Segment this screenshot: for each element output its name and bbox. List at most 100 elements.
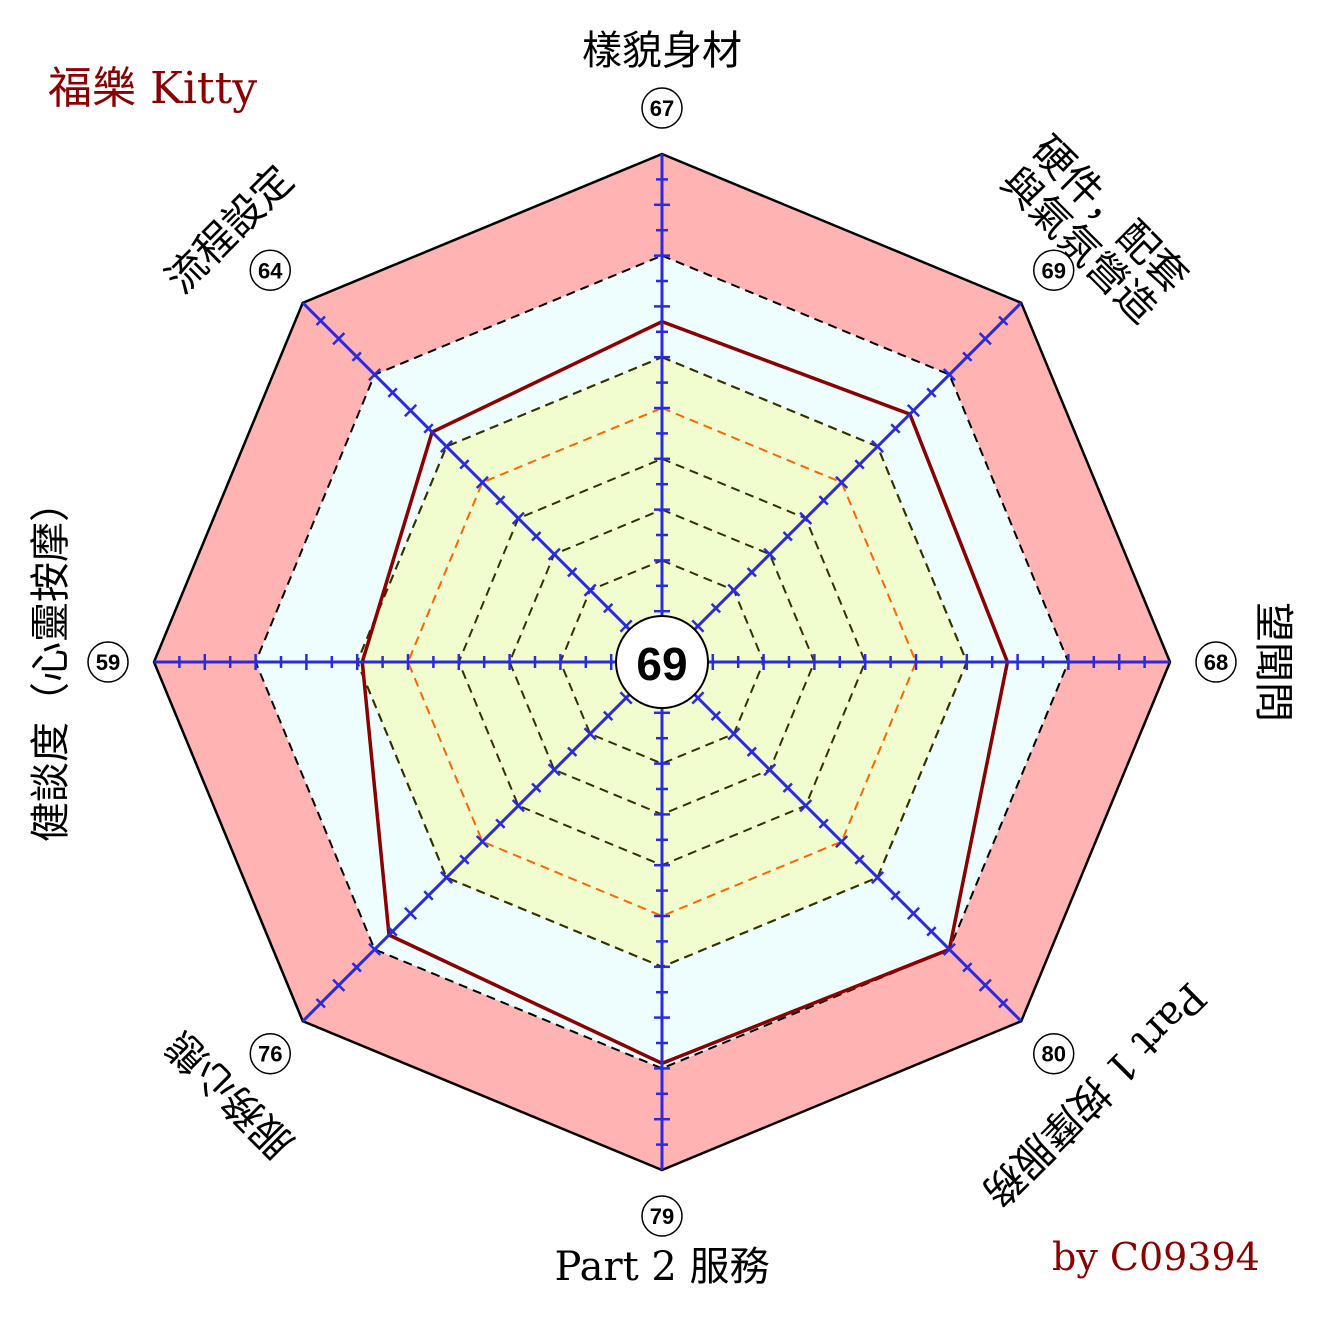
axis-tick <box>495 818 506 829</box>
axis-value: 79 <box>650 1204 674 1229</box>
axis-tick <box>459 459 470 470</box>
axis-tick <box>439 439 454 454</box>
axis-tick <box>799 799 813 813</box>
axis-tick <box>404 906 418 920</box>
axis-tick <box>835 835 849 849</box>
value-badge-circle <box>249 1032 292 1075</box>
axis-tick <box>475 475 489 489</box>
axis-tick <box>746 746 757 757</box>
axis-tick <box>906 906 920 920</box>
axis-tick <box>890 890 901 901</box>
author-credit: by C09394 <box>1052 1235 1260 1279</box>
axis-tick <box>351 962 362 973</box>
axis-tick <box>495 495 506 506</box>
axis-label-4: Part 2 服務 <box>554 1244 769 1290</box>
center-badge <box>615 615 709 709</box>
axis-tick <box>962 962 973 973</box>
axis-tick <box>423 890 434 901</box>
axis-tick <box>942 368 956 382</box>
axis-tick <box>782 531 793 542</box>
axis-value: 80 <box>1041 1042 1065 1067</box>
axis-tick <box>315 315 326 326</box>
axis-value: 69 <box>1041 258 1065 283</box>
axis-tick <box>315 998 326 1009</box>
axis-tick <box>854 459 865 470</box>
axis-tick <box>978 332 992 346</box>
axis-tick <box>710 710 722 722</box>
axis-tick <box>782 782 793 793</box>
axis-tick <box>763 547 777 561</box>
axis-tick <box>567 567 578 578</box>
axis-tick <box>854 854 865 865</box>
value-badge-circle <box>1032 249 1075 292</box>
grid-ring-50 <box>406 406 918 918</box>
axis-label-line: 樣貌身材 <box>582 28 742 74</box>
axis-tick <box>727 727 741 741</box>
axis-tick <box>799 511 813 525</box>
axis-tick <box>332 978 346 992</box>
axis-tick <box>547 763 561 777</box>
axis-tick <box>511 511 525 525</box>
axis-tick <box>531 531 542 542</box>
axis-tick <box>835 475 849 489</box>
axis-tick <box>619 691 633 705</box>
axis-tick <box>926 387 937 398</box>
axis-tick <box>583 583 597 597</box>
axis-label-line: 望聞問 <box>1250 602 1296 722</box>
axis-tick <box>404 404 418 418</box>
value-badge-circle <box>641 87 683 129</box>
axis-tick <box>691 691 705 705</box>
axis-tick <box>818 495 829 506</box>
value-badges: 67 69 68 80 79 76 59 64 <box>87 87 1237 1237</box>
axis-tick <box>906 404 920 418</box>
axis-tick <box>870 870 885 885</box>
axis-tick <box>387 387 398 398</box>
axis-value: 67 <box>650 96 674 121</box>
axis-tick <box>387 926 398 937</box>
axis-tick <box>691 619 705 633</box>
axis-label-line: Part 2 服務 <box>554 1244 769 1290</box>
grid-ring-80 <box>254 254 1070 1070</box>
chart-title: 福樂 Kitty <box>48 63 257 114</box>
axis-tick <box>423 423 434 434</box>
axis-tick <box>890 423 901 434</box>
axis-tick <box>619 619 633 633</box>
axis-tick <box>998 315 1009 326</box>
axis-tick <box>746 567 757 578</box>
axis-label-0: 樣貌身材 <box>582 28 742 74</box>
value-badge-circle <box>87 641 129 683</box>
axis-value: 68 <box>1204 650 1228 675</box>
axis-tick <box>942 942 956 956</box>
axis-value: 59 <box>96 650 120 675</box>
axis-tick <box>368 942 382 956</box>
axis-tick <box>351 351 362 362</box>
axis-tick <box>511 799 525 813</box>
axis-tick <box>439 870 454 885</box>
axis-tick <box>998 998 1009 1009</box>
axis-value: 76 <box>258 1042 282 1067</box>
axis-tick <box>763 763 777 777</box>
axes-group <box>154 154 1170 1170</box>
axis-tick <box>602 602 614 614</box>
axis-tick <box>567 746 578 757</box>
axis-tick <box>531 782 542 793</box>
axis-tick <box>602 710 614 722</box>
axis-tick <box>332 332 346 346</box>
axis-tick <box>475 835 489 849</box>
axis-label-2: 望聞問 <box>1250 602 1296 722</box>
axis-label-1: 硬件，配套與氣氛營造 <box>992 127 1197 332</box>
axis-tick <box>710 602 722 614</box>
value-badge-circle <box>641 1195 683 1237</box>
axis-tick <box>978 978 992 992</box>
axis-label-6: 健談度（心靈按摩） <box>28 482 74 842</box>
axis-value: 64 <box>258 258 283 283</box>
value-badge-circle <box>1032 1032 1075 1075</box>
value-badge-circle <box>249 249 292 292</box>
axis-tick <box>926 926 937 937</box>
axis-tick <box>818 818 829 829</box>
axis-tick <box>547 547 561 561</box>
grid-ring-20 <box>559 559 765 765</box>
center-score: 69 <box>615 615 709 709</box>
overall-score: 69 <box>636 638 687 690</box>
